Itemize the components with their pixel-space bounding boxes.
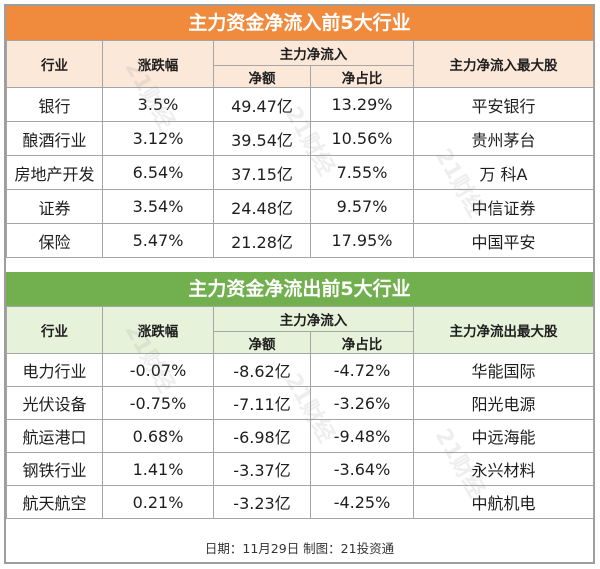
change-cell: 3.5% — [102, 87, 214, 122]
stock-cell: 中远海能 — [413, 419, 594, 453]
stock-cell: 中信证券 — [413, 189, 594, 224]
infographic-frame: 主力资金净流入前5大行业 行业 涨跌幅 主力净流入 主力净流入最大股 净额 净占… — [4, 4, 595, 564]
change-cell: 5.47% — [102, 223, 214, 258]
amount-cell: -3.23亿 — [213, 485, 311, 519]
stock-cell: 中航机电 — [413, 485, 594, 519]
table-row: 房地产开发 6.54% 37.15亿 7.55% 万 科A — [6, 155, 594, 190]
header-net-amount: 净额 — [213, 65, 311, 88]
ratio-cell: 17.95% — [310, 223, 414, 258]
change-cell: 3.54% — [102, 189, 214, 224]
ratio-cell: 10.56% — [310, 121, 414, 156]
ratio-cell: -4.72% — [310, 353, 414, 387]
change-cell: -0.75% — [102, 386, 214, 420]
industry-cell: 钢铁行业 — [6, 452, 103, 486]
table-row: 航运港口 0.68% -6.98亿 -9.48% 中远海能 — [6, 419, 594, 453]
change-cell: 0.68% — [102, 419, 214, 453]
industry-cell: 银行 — [6, 87, 103, 122]
amount-cell: -7.11亿 — [213, 386, 311, 420]
table-row: 电力行业 -0.07% -8.62亿 -4.72% 华能国际 — [6, 353, 594, 387]
industry-cell: 航天航空 — [6, 485, 103, 519]
change-cell: 6.54% — [102, 155, 214, 190]
change-cell: -0.07% — [102, 353, 214, 387]
industry-cell: 电力行业 — [6, 353, 103, 387]
table-row: 航天航空 0.21% -3.23亿 -4.25% 中航机电 — [6, 485, 594, 519]
ratio-cell: -3.64% — [310, 452, 414, 486]
header-net-group: 主力净流入 — [213, 306, 414, 332]
header-change: 涨跌幅 — [102, 306, 214, 354]
stock-cell: 中国平安 — [413, 223, 594, 258]
header-top-stock: 主力净流出最大股 — [413, 306, 594, 354]
industry-cell: 酿酒行业 — [6, 121, 103, 156]
stock-cell: 贵州茅台 — [413, 121, 594, 156]
ratio-cell: 7.55% — [310, 155, 414, 190]
header-change: 涨跌幅 — [102, 40, 214, 88]
table-row: 银行 3.5% 49.47亿 13.29% 平安银行 — [6, 87, 594, 122]
outflow-table: 行业 涨跌幅 主力净流入 主力净流出最大股 净额 净占比 电力行业 -0.07%… — [6, 306, 594, 519]
footer-caption: 日期：11月29日 制图：21投资通 — [204, 541, 395, 556]
table-row: 保险 5.47% 21.28亿 17.95% 中国平安 — [6, 223, 594, 258]
change-cell: 0.21% — [102, 485, 214, 519]
ratio-cell: -9.48% — [310, 419, 414, 453]
amount-cell: 37.15亿 — [213, 155, 311, 190]
industry-cell: 航运港口 — [6, 419, 103, 453]
industry-cell: 保险 — [6, 223, 103, 258]
outflow-title: 主力资金净流出前5大行业 — [6, 272, 593, 306]
amount-cell: -8.62亿 — [213, 353, 311, 387]
change-cell: 3.12% — [102, 121, 214, 156]
inflow-table: 行业 涨跌幅 主力净流入 主力净流入最大股 净额 净占比 银行 3.5% 49.… — [6, 40, 594, 258]
ratio-cell: 13.29% — [310, 87, 414, 122]
header-net-group: 主力净流入 — [213, 40, 414, 66]
table-row: 钢铁行业 1.41% -3.37亿 -3.64% 永兴材料 — [6, 452, 594, 486]
stock-cell: 华能国际 — [413, 353, 594, 387]
amount-cell: 49.47亿 — [213, 87, 311, 122]
table-row: 证券 3.54% 24.48亿 9.57% 中信证券 — [6, 189, 594, 224]
table-row: 光伏设备 -0.75% -7.11亿 -3.26% 阳光电源 — [6, 386, 594, 420]
ratio-cell: 9.57% — [310, 189, 414, 224]
amount-cell: -3.37亿 — [213, 452, 311, 486]
amount-cell: 39.54亿 — [213, 121, 311, 156]
stock-cell: 平安银行 — [413, 87, 594, 122]
amount-cell: 21.28亿 — [213, 223, 311, 258]
table-row: 酿酒行业 3.12% 39.54亿 10.56% 贵州茅台 — [6, 121, 594, 156]
stock-cell: 万 科A — [413, 155, 594, 190]
header-top-stock: 主力净流入最大股 — [413, 40, 594, 88]
industry-cell: 证券 — [6, 189, 103, 224]
header-industry: 行业 — [6, 40, 103, 88]
header-industry: 行业 — [6, 306, 103, 354]
stock-cell: 永兴材料 — [413, 452, 594, 486]
ratio-cell: -4.25% — [310, 485, 414, 519]
industry-cell: 房地产开发 — [6, 155, 103, 190]
header-net-ratio: 净占比 — [310, 65, 414, 88]
amount-cell: -6.98亿 — [213, 419, 311, 453]
header-net-ratio: 净占比 — [310, 331, 414, 354]
header-net-amount: 净额 — [213, 331, 311, 354]
amount-cell: 24.48亿 — [213, 189, 311, 224]
industry-cell: 光伏设备 — [6, 386, 103, 420]
inflow-title: 主力资金净流入前5大行业 — [6, 6, 593, 40]
ratio-cell: -3.26% — [310, 386, 414, 420]
change-cell: 1.41% — [102, 452, 214, 486]
stock-cell: 阳光电源 — [413, 386, 594, 420]
